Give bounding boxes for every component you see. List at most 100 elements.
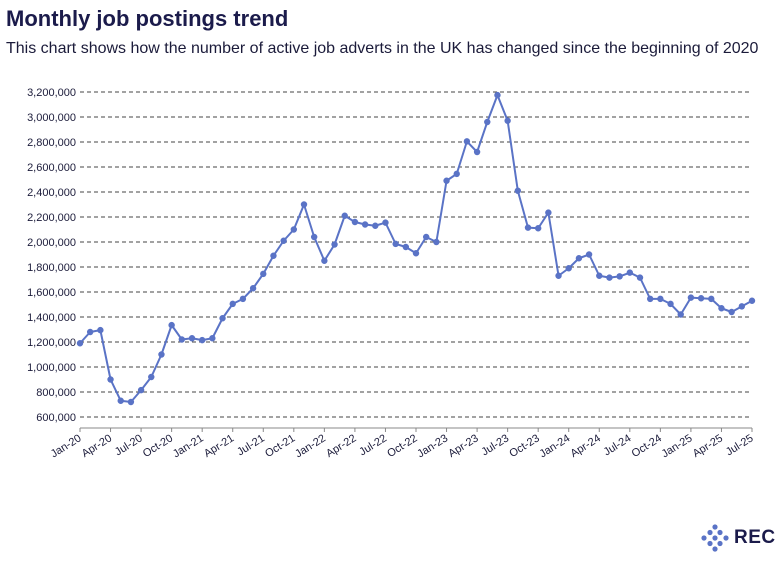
data-point [310,233,318,241]
x-tick-label: Oct-21 [263,432,297,460]
data-point [117,397,124,404]
x-tick-label: Jul-25 [724,432,756,458]
y-tick-label: 3,000,000 [27,112,76,124]
data-point [473,148,481,156]
data-point [361,221,369,228]
y-tick-label: 1,800,000 [27,262,76,274]
x-tick-label: Jul-21 [235,432,267,458]
data-point [107,376,114,383]
data-point [463,138,471,145]
y-tick-label: 1,600,000 [27,287,76,299]
data-point [708,295,715,303]
y-axis: 600,000 800,000 1,000,000 1,200,000 1,400,00… [27,87,76,424]
data-point [565,265,572,272]
rec-logo: REC [700,522,775,554]
data-point [443,177,450,184]
data-point [575,255,583,262]
x-tick-label: Apr-20 [80,432,114,460]
data-point [667,300,674,308]
data-point [341,212,348,219]
y-tick-label: 2,800,000 [27,137,76,149]
data-point [728,308,735,316]
data-point [382,219,389,226]
data-point [97,326,104,334]
x-tick-label: Jan-23 [415,432,450,460]
x-axis: Jan-20Apr-20Jul-20Oct-20Jan-21Apr-21Jul-… [49,427,756,460]
data-point [555,272,562,279]
data-point [616,273,623,280]
data-point [280,237,287,244]
data-point [188,335,196,342]
data-point [687,294,695,301]
x-tick-label: Jul-22 [357,432,389,458]
data-point [606,274,613,281]
data-point [596,272,603,279]
data-point [392,240,399,248]
chart-subtitle: This chart shows how the number of activ… [6,40,759,57]
y-tick-label: 2,200,000 [27,212,76,224]
grid-lines [80,91,752,418]
chart-title: Monthly job postings trend [6,6,289,31]
data-point [209,335,216,342]
data-point [412,250,420,257]
x-tick-label: Jul-24 [602,432,634,458]
data-point [300,201,308,208]
x-tick-label: Apr-23 [446,432,480,460]
x-tick-label: Apr-25 [691,432,725,460]
x-tick-label: Jan-20 [49,432,84,460]
data-point [636,274,644,281]
data-point [260,270,267,278]
x-tick-label: Jan-24 [537,432,572,460]
data-point [545,209,552,216]
x-tick-label: Oct-22 [385,432,419,460]
data-point [534,225,542,232]
diamond-dots-icon [701,524,729,552]
data-point [321,257,328,264]
data-point [422,233,430,241]
data-point [402,243,410,251]
x-tick-label: Jan-25 [660,432,695,460]
data-point [86,328,94,336]
x-tick-label: Jan-21 [171,432,206,460]
data-point [646,295,654,303]
data-point [219,315,226,322]
data-point [290,226,298,233]
y-tick-label: 1,400,000 [27,312,76,324]
data-point [198,336,206,344]
x-tick-label: Apr-22 [324,432,358,460]
data-point [239,295,247,303]
data-point [585,251,593,258]
data-point [76,340,84,347]
data-point [677,311,684,318]
data-point [718,305,725,312]
data-point [626,269,634,276]
series-line [79,94,753,403]
data-point [738,303,746,310]
y-tick-label: 2,600,000 [27,162,76,174]
data-point [372,222,379,229]
data-point [148,373,155,381]
y-tick-label: 800,000 [36,387,76,399]
data-point [494,91,501,99]
data-point [484,118,491,126]
data-point [229,300,236,308]
data-point [137,386,145,394]
data-point [514,187,522,194]
y-tick-label: 1,200,000 [27,337,76,349]
data-point [748,297,756,304]
data-point [504,117,511,124]
y-tick-label: 1,000,000 [27,362,76,374]
data-point [433,238,440,246]
data-point [270,252,277,259]
x-tick-label: Oct-24 [630,432,664,460]
x-tick-label: Jul-23 [479,432,511,458]
x-tick-label: Jul-20 [113,432,145,458]
x-tick-label: Jan-22 [293,432,328,460]
y-tick-label: 2,000,000 [27,237,76,249]
data-point [453,170,460,178]
series-layer [76,91,756,406]
data-point [331,241,338,248]
data-point [524,224,532,231]
x-tick-label: Apr-24 [568,432,602,460]
data-point [249,285,257,292]
